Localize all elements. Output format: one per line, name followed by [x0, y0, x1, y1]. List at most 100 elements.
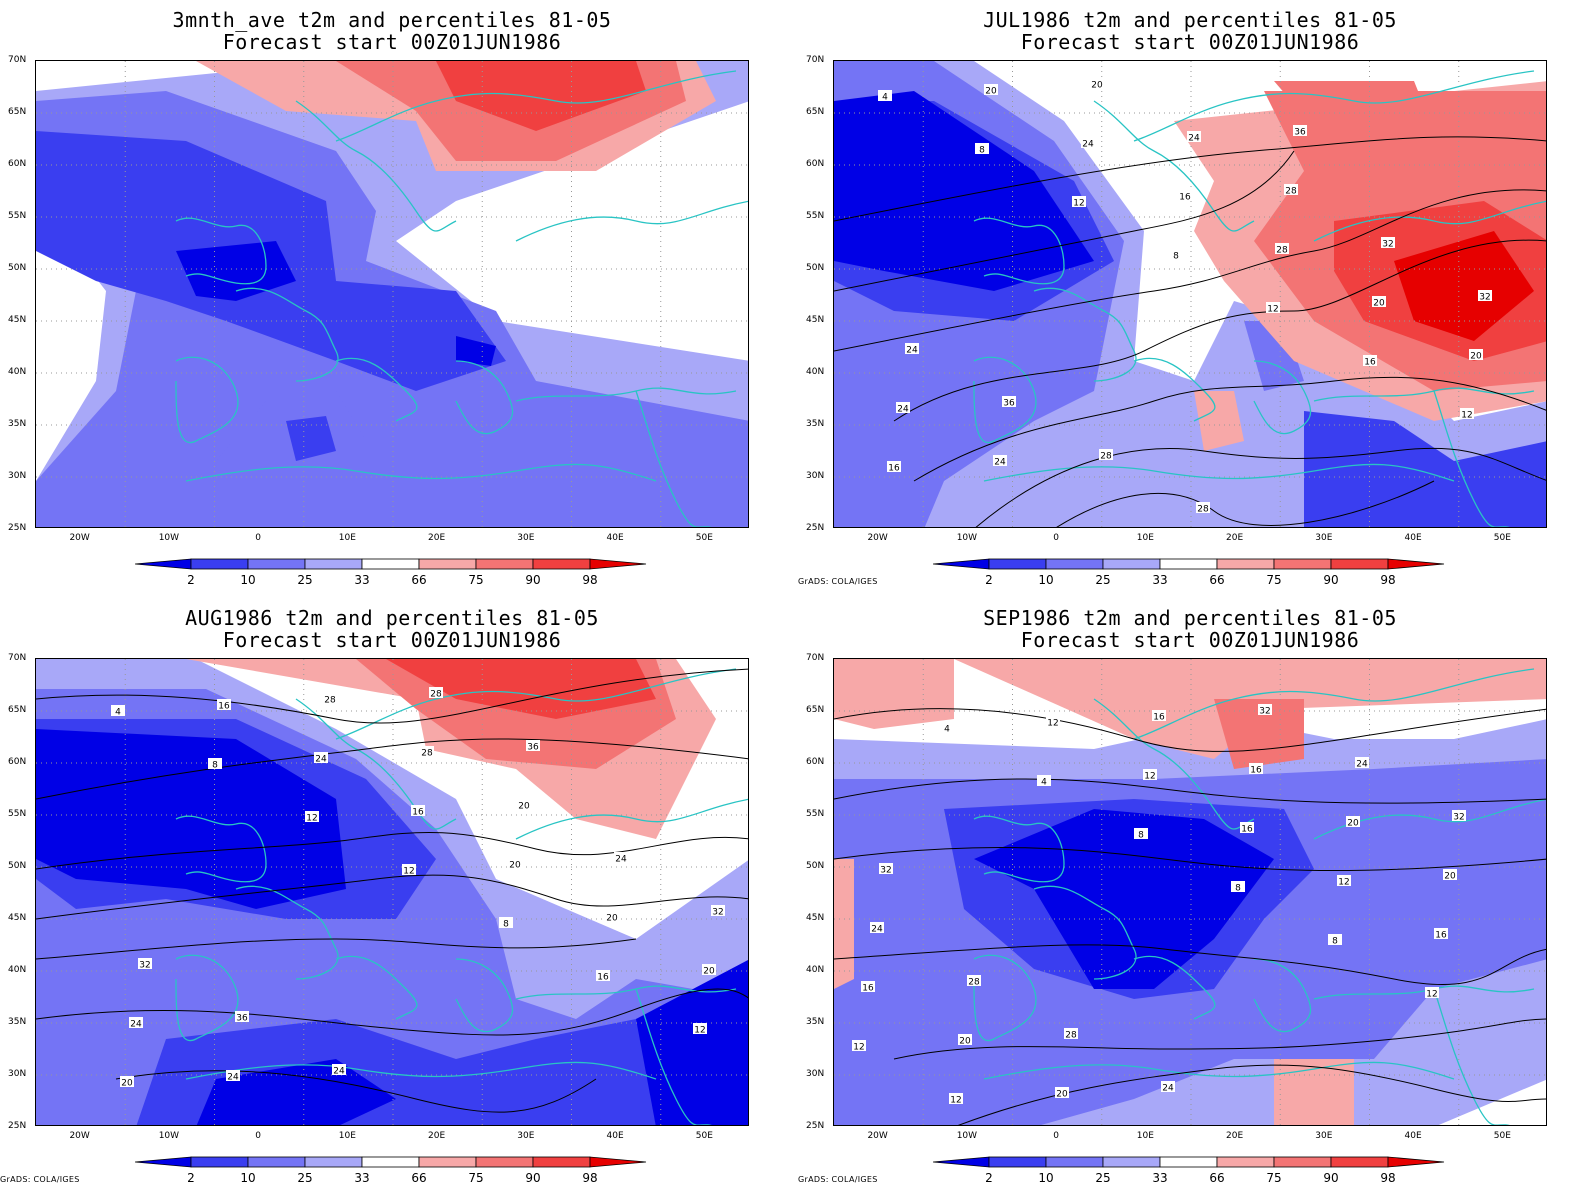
coastline [455, 958, 514, 1033]
contour-label: 20 [984, 84, 998, 97]
colorbar-label: 75 [468, 1171, 484, 1185]
contour-label: 16 [861, 981, 875, 994]
y-tick-label: 50N [8, 861, 27, 871]
contour-label: 36 [235, 1011, 249, 1024]
x-tick-label: 50E [1493, 533, 1511, 543]
contour-label: 24 [1081, 137, 1095, 150]
colorbar-segment [418, 1156, 477, 1168]
svg-text:16: 16 [1241, 825, 1253, 835]
y-tick-label: 55N [8, 211, 27, 221]
x-tick-label: 0 [1053, 1131, 1059, 1141]
colorbar-label: 33 [354, 573, 370, 587]
contour-label: 12 [949, 1093, 963, 1106]
svg-text:20: 20 [1056, 1090, 1068, 1100]
x-tick-label: 20E [1226, 1131, 1244, 1141]
anomaly-region [386, 659, 656, 719]
colorbar-arrow-right [1387, 558, 1445, 570]
contour-label: 32 [1478, 290, 1492, 303]
contour-label: 28 [1284, 184, 1298, 197]
svg-text:36: 36 [236, 1014, 248, 1024]
svg-text:20: 20 [509, 861, 521, 871]
map-panel-3mnth-ave: 3mnth_ave t2m and percentiles 81-05 Fore… [0, 0, 790, 598]
svg-text:32: 32 [1479, 293, 1490, 303]
contour-label: 24 [870, 922, 884, 935]
colorbar-label: 66 [411, 1171, 427, 1185]
contour-label: 12 [693, 1023, 707, 1036]
svg-text:20: 20 [1470, 352, 1482, 362]
contour-label: 16 [411, 805, 425, 818]
temperature-contour [36, 831, 748, 870]
y-tick-label: 25N [806, 1121, 825, 1131]
coastline [1253, 958, 1312, 1033]
contour-label: 20 [605, 911, 619, 924]
colorbar: 2 10 25 33 66 75 90 98 [135, 556, 655, 588]
contour-label: 32 [711, 905, 725, 918]
svg-text:20: 20 [703, 967, 715, 977]
x-tick-label: 0 [255, 1131, 261, 1141]
grads-credit: GrADS: COLA/IGES [798, 577, 878, 586]
colorbar-segment [1159, 1156, 1218, 1168]
coastline [295, 100, 457, 232]
coastline [1093, 100, 1255, 232]
svg-text:8: 8 [1235, 884, 1241, 894]
x-tick-label: 20E [428, 1131, 446, 1141]
svg-text:32: 32 [139, 961, 150, 971]
map-area: 4 8 12 12 8 16 12 20 16 24 16 20 20 20 24 24 28 28 20 24 32 3… [35, 658, 749, 1126]
contour-label: 16 [1434, 928, 1448, 941]
contour-label: 20 [1469, 349, 1483, 362]
svg-text:28: 28 [968, 978, 980, 988]
svg-text:12: 12 [950, 1096, 961, 1106]
x-tick-label: 10E [1136, 1131, 1154, 1141]
contour-label: 32 [1258, 704, 1272, 717]
svg-text:20: 20 [606, 914, 618, 924]
contour-label: 36 [526, 740, 540, 753]
svg-text:12: 12 [306, 814, 317, 824]
svg-text:16: 16 [597, 973, 609, 983]
colorbar-label: 25 [1095, 1171, 1111, 1185]
colorbar-segment [304, 558, 363, 570]
y-tick-label: 45N [806, 315, 825, 325]
panel-subtitle: Forecast start 00Z01JUN1986 [222, 30, 562, 54]
temperature-contour [36, 738, 748, 800]
coastline [1133, 668, 1535, 740]
colorbar-segment [1102, 1156, 1161, 1168]
contour-label: 8 [1169, 249, 1183, 262]
graticule [834, 61, 1546, 527]
colorbar-label: 2 [985, 1171, 993, 1185]
anomaly-region [974, 809, 1274, 989]
anomaly-region [1394, 231, 1534, 341]
x-tick-label: 10E [1136, 533, 1154, 543]
coastline [1253, 360, 1312, 435]
contour-label: 4 [878, 90, 892, 103]
x-tick-label: 40E [1404, 1131, 1422, 1141]
svg-text:16: 16 [1364, 358, 1376, 368]
colorbar-segment [247, 558, 306, 570]
x-tick-label: 30E [517, 533, 535, 543]
x-tick-label: 20E [428, 533, 446, 543]
y-tick-label: 65N [806, 107, 825, 117]
contour-label: 12 [1337, 875, 1351, 888]
colorbar-segment [1330, 558, 1389, 570]
x-tick-label: 0 [1053, 533, 1059, 543]
contour-label: 28 [1196, 502, 1210, 515]
colorbar-label: 98 [1380, 573, 1396, 587]
contour-label: 28 [429, 687, 443, 700]
x-tick-label: 20W [69, 1131, 90, 1141]
svg-text:16: 16 [1179, 193, 1191, 203]
colorbar-segment [361, 558, 420, 570]
y-tick-label: 45N [8, 913, 27, 923]
contour-label: 8 [975, 143, 989, 156]
colorbar-arrow-left [135, 558, 192, 570]
colorbar-label: 90 [1323, 1171, 1339, 1185]
colorbar-label: 10 [240, 1171, 256, 1185]
contour-label: 24 [614, 852, 628, 865]
svg-text:20: 20 [959, 1037, 971, 1047]
colorbar-segment [190, 558, 249, 570]
y-tick-label: 55N [806, 211, 825, 221]
contour-label: 12 [1072, 196, 1086, 209]
svg-text:12: 12 [1426, 990, 1437, 1000]
svg-text:4: 4 [882, 93, 888, 103]
x-tick-label: 0 [255, 533, 261, 543]
svg-text:32: 32 [1259, 707, 1270, 717]
contour-label: 24 [1187, 131, 1201, 144]
